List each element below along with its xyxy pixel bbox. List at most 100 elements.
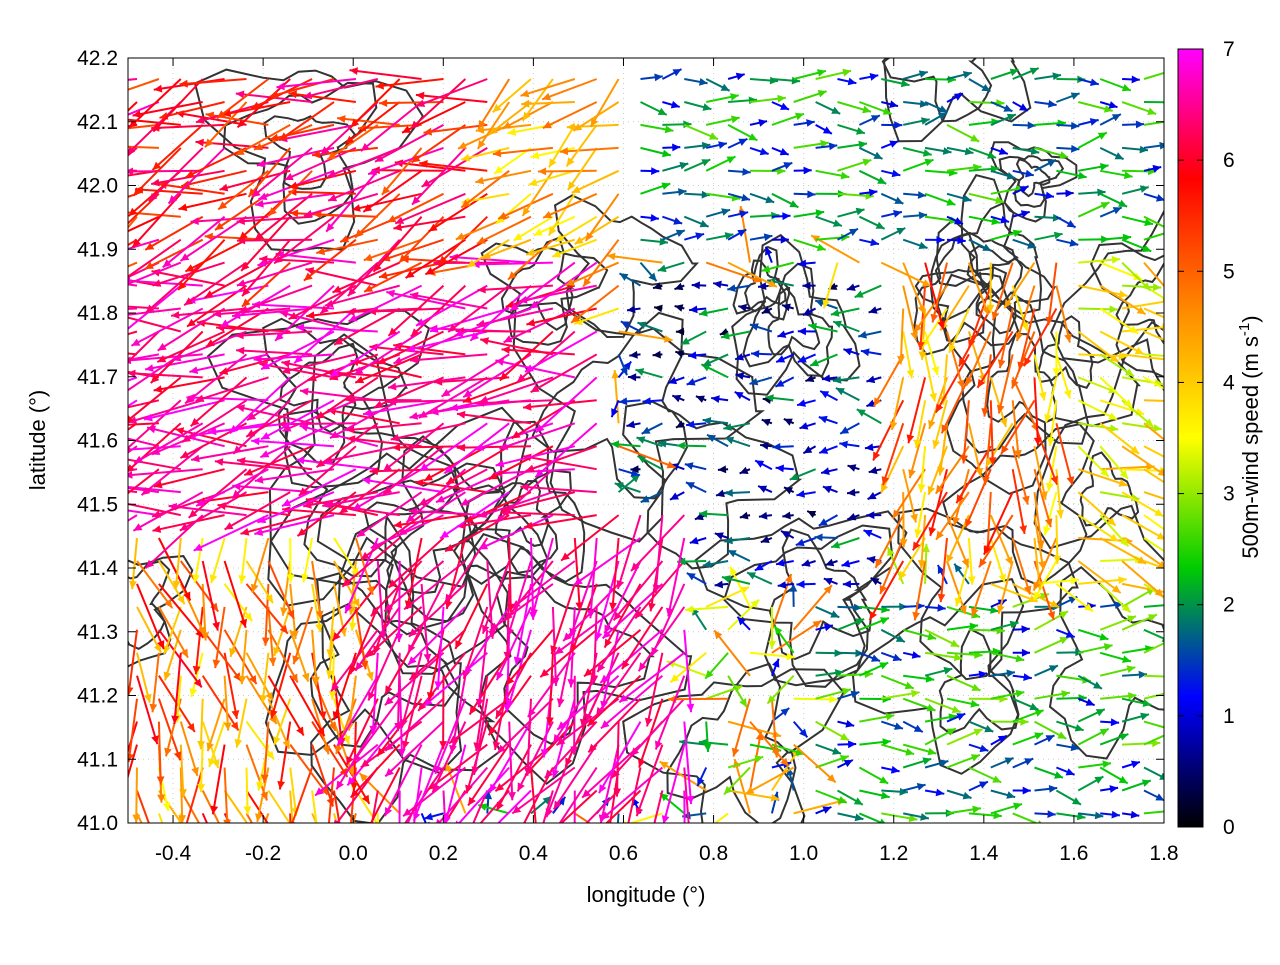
wind-vector-head bbox=[59, 398, 68, 405]
wind-vector-head bbox=[86, 141, 95, 149]
wind-vector-head bbox=[623, 831, 631, 840]
wind-vector-head bbox=[1165, 589, 1174, 597]
wind-vector-shaft bbox=[59, 275, 137, 286]
x-tick-label: 0.4 bbox=[519, 842, 549, 865]
wind-vector bbox=[59, 272, 137, 286]
x-tick-label: 0.0 bbox=[339, 842, 368, 865]
wind-vector-head bbox=[63, 130, 72, 138]
wind-vector-head bbox=[77, 457, 86, 465]
wind-vector-head bbox=[519, 825, 526, 834]
wind-vector-head bbox=[1162, 324, 1170, 332]
wind-vector-head bbox=[1169, 67, 1178, 75]
wind-vector-head bbox=[605, 832, 613, 841]
wind-vector-head bbox=[100, 93, 109, 100]
colorbar-tick-label: 4 bbox=[1223, 371, 1235, 394]
colorbar-label: 500m-wind speed (m s-1) bbox=[1236, 315, 1263, 558]
wind-vector-head bbox=[225, 870, 232, 879]
wind-vector-head bbox=[1169, 725, 1178, 733]
wind-vector-head bbox=[107, 286, 116, 293]
wind-vector-head bbox=[246, 824, 254, 833]
wind-vector-head bbox=[80, 479, 89, 487]
y-axis-label: latitude (°) bbox=[25, 390, 50, 491]
x-tick-label: 1.2 bbox=[879, 842, 908, 865]
wind-vector-head bbox=[1169, 637, 1178, 644]
wind-vector bbox=[60, 469, 137, 485]
wind-vector-head bbox=[288, 874, 296, 882]
wind-vector-head bbox=[183, 823, 191, 832]
wind-vector-head bbox=[327, 852, 334, 861]
y-tick-label: 42.0 bbox=[77, 175, 118, 198]
wind-vector bbox=[69, 515, 137, 557]
wind-vector-head bbox=[1170, 117, 1179, 125]
wind-vector-head bbox=[89, 289, 98, 296]
wind-vector-head bbox=[79, 266, 88, 273]
wind-vector-shaft bbox=[66, 332, 137, 353]
wind-vector-head bbox=[1166, 225, 1175, 232]
wind-vector-shaft bbox=[68, 170, 137, 171]
wind-vector-head bbox=[325, 824, 333, 833]
y-tick-label: 41.4 bbox=[77, 557, 118, 580]
wind-vector-head bbox=[408, 841, 416, 850]
wind-vector-shaft bbox=[379, 102, 443, 103]
y-tick-label: 41.3 bbox=[77, 621, 118, 644]
y-tick-label: 42.1 bbox=[77, 111, 118, 134]
x-tick-label: 1.4 bbox=[969, 842, 999, 865]
wind-vector-head bbox=[390, 856, 397, 865]
x-tick-label: -0.2 bbox=[245, 842, 281, 865]
wind-vector-head bbox=[1167, 229, 1176, 237]
wind-vector-head bbox=[120, 275, 129, 283]
wind-vector-head bbox=[73, 483, 82, 491]
wind-vector-head bbox=[80, 280, 89, 287]
wind-vector-head bbox=[68, 166, 76, 174]
wind-vector bbox=[68, 166, 137, 174]
wind-vector bbox=[288, 813, 296, 882]
wind-vector-head bbox=[543, 832, 552, 840]
wind-vector-head bbox=[553, 824, 561, 833]
wind-vector-shaft bbox=[69, 515, 137, 557]
wind-vector-shaft bbox=[65, 347, 137, 355]
wind-vector-head bbox=[395, 864, 403, 872]
y-tick-label: 42.2 bbox=[77, 47, 118, 70]
wind-vector-head bbox=[400, 822, 408, 831]
wind-vector-head bbox=[59, 272, 68, 280]
wind-vector-shaft bbox=[346, 400, 422, 401]
colorbar-tick-label: 6 bbox=[1223, 149, 1235, 172]
colorbar-label-main: 500m-wind speed (m s bbox=[1238, 336, 1263, 559]
wind-vector-head bbox=[67, 438, 76, 446]
wind-vector-head bbox=[202, 833, 209, 842]
wind-vector-head bbox=[571, 862, 579, 870]
x-tick-label: 1.6 bbox=[1059, 842, 1088, 865]
wind-vector-head bbox=[681, 865, 689, 873]
wind-vector-shaft bbox=[60, 469, 137, 482]
y-tick-label: 41.8 bbox=[77, 302, 118, 325]
wind-vector bbox=[61, 480, 137, 492]
colorbar-label-exponent: -1 bbox=[1236, 323, 1253, 336]
colorbar bbox=[1178, 49, 1203, 827]
wind-vector-head bbox=[115, 780, 123, 789]
wind-vector-head bbox=[65, 344, 73, 352]
x-tick-label: 0.2 bbox=[429, 842, 458, 865]
wind-vector-shaft bbox=[61, 483, 137, 492]
wind-vector-head bbox=[249, 868, 256, 877]
wind-vector-head bbox=[459, 839, 467, 848]
x-tick-label: 1.0 bbox=[789, 842, 818, 865]
wind-vector-head bbox=[1169, 600, 1178, 608]
wind-vector-shaft bbox=[399, 561, 400, 642]
y-tick-label: 41.0 bbox=[77, 812, 118, 835]
wind-vector-head bbox=[533, 832, 541, 840]
wind-vector-head bbox=[588, 833, 597, 841]
colorbar-label-close: ) bbox=[1238, 315, 1263, 322]
y-tick-label: 41.6 bbox=[77, 430, 118, 453]
wind-vector-shaft bbox=[237, 240, 312, 241]
wind-vector-head bbox=[1166, 98, 1174, 106]
wind-vector-shaft bbox=[73, 446, 138, 491]
wind-vector-shaft bbox=[668, 699, 728, 700]
wind-vector-head bbox=[686, 837, 694, 845]
y-tick-label: 41.5 bbox=[77, 493, 118, 516]
wind-vector-head bbox=[117, 329, 126, 337]
wind-vector-head bbox=[314, 829, 322, 838]
y-tick-label: 41.1 bbox=[77, 748, 118, 771]
y-tick-label: 41.7 bbox=[77, 366, 118, 389]
